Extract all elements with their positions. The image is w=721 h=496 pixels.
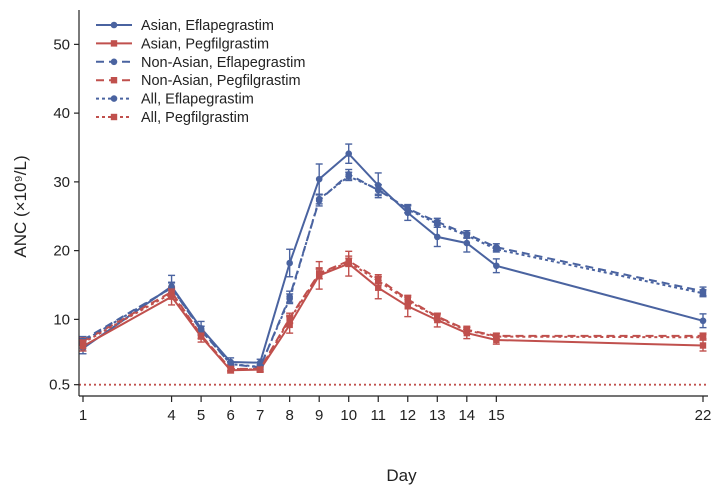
data-point <box>315 270 323 278</box>
legend-marker <box>110 95 118 102</box>
data-point <box>699 334 707 341</box>
data-point <box>463 239 471 247</box>
data-point <box>699 317 707 325</box>
legend-marker <box>110 21 118 29</box>
x-tick-label: 14 <box>458 407 475 424</box>
legend-marker <box>110 77 118 84</box>
legend-label: Non-Asian, Pegfilgrastim <box>141 73 301 89</box>
x-tick-label: 22 <box>695 407 712 424</box>
legend-label: Asian, Eflapegrastim <box>141 18 274 34</box>
legend-label: All, Pegfilgrastim <box>141 110 249 126</box>
legend-item: Asian, Eflapegrastim <box>96 18 274 34</box>
data-point <box>227 365 234 373</box>
data-point <box>375 284 382 291</box>
data-point <box>256 366 264 373</box>
data-point <box>79 339 87 346</box>
series-2 <box>79 168 707 371</box>
data-point <box>404 297 411 305</box>
data-point <box>286 259 293 267</box>
data-point <box>286 316 293 323</box>
series-line <box>82 261 704 371</box>
series-line <box>82 173 704 369</box>
y-tick-label: 50 <box>53 36 70 53</box>
x-tick-label: 13 <box>429 407 446 424</box>
series-0 <box>79 143 707 367</box>
legend-item: Non-Asian, Pegfilgrastim <box>96 73 301 89</box>
data-point <box>404 303 411 310</box>
x-tick-label: 7 <box>256 407 264 424</box>
data-point <box>286 321 293 329</box>
legend-label: Asian, Pegfilgrastim <box>141 36 269 52</box>
data-point <box>433 220 441 228</box>
series-line <box>82 259 703 370</box>
legend-marker <box>110 113 118 121</box>
series-layer <box>79 143 707 374</box>
data-point <box>197 332 205 340</box>
x-tick-label: 9 <box>315 407 323 424</box>
x-axis-title: Day <box>386 466 417 485</box>
data-point <box>493 262 500 270</box>
x-tick-label: 15 <box>488 407 505 424</box>
x-tick-label: 10 <box>340 407 357 424</box>
y-tick-label: 40 <box>53 105 70 122</box>
x-tick-label: 1 <box>79 407 87 424</box>
y-tick-label: 20 <box>53 243 70 260</box>
y-tick-label: 30 <box>53 174 70 191</box>
data-point <box>315 195 323 203</box>
legend-label: Non-Asian, Eflapegrastim <box>141 55 305 71</box>
legend-item: All, Eflapegrastim <box>96 92 254 108</box>
x-tick-label: 12 <box>399 407 416 424</box>
series-line <box>82 262 704 372</box>
data-point <box>345 259 352 266</box>
legend-item: Asian, Pegfilgrastim <box>96 36 269 52</box>
y-axis-title: ANC (×10⁹/L) <box>11 155 30 257</box>
legend: Asian, Eflapegrastim Asian, Pegfilgrastim… <box>96 18 305 126</box>
y-tick-label: 10 <box>53 311 70 328</box>
data-point <box>699 342 707 349</box>
legend-marker <box>110 40 118 47</box>
data-point <box>463 232 471 239</box>
x-tick-label: 8 <box>285 407 293 424</box>
legend-item: All, Pegfilgrastim <box>96 110 249 126</box>
legend-item: Non-Asian, Eflapegrastim <box>96 55 305 71</box>
y-tick-label: 0.5 <box>49 377 70 394</box>
series-1 <box>79 250 707 374</box>
series-5 <box>79 257 707 373</box>
x-tick-label: 11 <box>370 407 386 424</box>
legend-marker <box>110 58 118 66</box>
data-point <box>197 326 205 333</box>
data-point <box>345 173 353 180</box>
data-point <box>345 150 353 157</box>
data-point <box>699 289 707 297</box>
data-point <box>404 206 412 213</box>
data-point <box>433 233 441 241</box>
series-line <box>82 175 704 368</box>
data-point <box>375 277 382 285</box>
x-tick-label: 6 <box>226 407 234 424</box>
data-point <box>168 290 175 297</box>
data-point <box>463 327 471 334</box>
data-point <box>434 314 441 321</box>
data-point <box>315 175 323 183</box>
data-point <box>493 245 500 253</box>
legend-label: All, Eflapegrastim <box>141 92 254 108</box>
x-tick-label: 4 <box>167 407 175 424</box>
series-line <box>82 152 704 364</box>
data-point <box>493 333 500 340</box>
data-point <box>374 186 382 193</box>
x-tick-label: 5 <box>197 407 205 424</box>
data-point <box>286 295 293 303</box>
